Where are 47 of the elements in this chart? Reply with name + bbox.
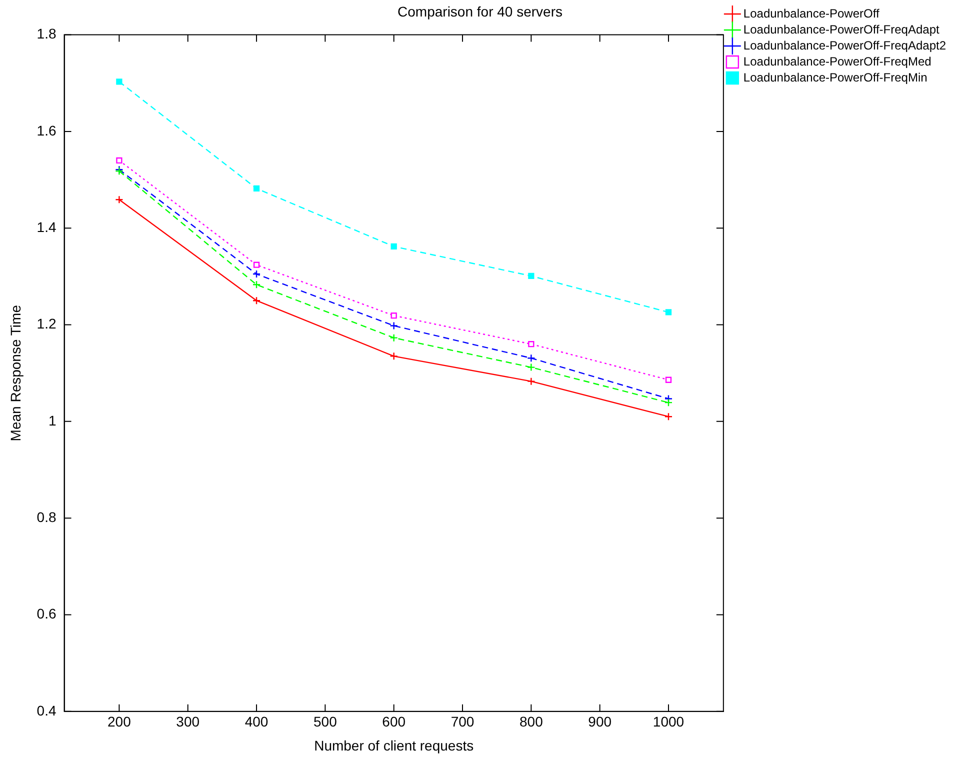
x-tick-label: 900 — [588, 714, 612, 730]
point — [665, 309, 672, 316]
x-tick-label: 700 — [450, 714, 474, 730]
point — [252, 280, 261, 289]
point — [665, 376, 672, 383]
point — [664, 412, 673, 421]
x-tick-label: 600 — [382, 714, 406, 730]
y-axis-title: Mean Response Time — [7, 304, 24, 442]
chart-title: Comparison for 40 servers — [398, 3, 562, 20]
point — [527, 363, 536, 372]
point — [252, 296, 261, 305]
point — [528, 341, 534, 348]
y-tick-label: 1.6 — [36, 122, 56, 138]
legend-label: Loadunbalance-PowerOff-FreqMed — [743, 54, 932, 68]
point — [116, 157, 122, 164]
point — [390, 312, 397, 319]
x-tick-label: 500 — [314, 714, 338, 730]
y-tick-label: 1 — [48, 412, 56, 428]
point — [390, 322, 398, 330]
x-tick-label: 1000 — [652, 714, 684, 730]
y-tick-label: 0.8 — [36, 508, 56, 525]
legend-label: Loadunbalance-PowerOff — [743, 6, 880, 20]
y-tick-label: 0.6 — [36, 606, 56, 622]
x-tick-label: 200 — [108, 714, 132, 730]
x-tick-label: 300 — [176, 714, 200, 730]
x-tick-label: 400 — [244, 714, 268, 730]
point — [390, 243, 397, 250]
point — [116, 78, 122, 85]
legend-label: Loadunbalance-PowerOff-FreqMin — [743, 70, 928, 84]
point — [527, 354, 536, 362]
x-tick-label: 800 — [519, 714, 544, 730]
point — [115, 196, 124, 204]
y-tick-label: 0.4 — [36, 702, 56, 718]
y-tick-label: 1.8 — [36, 26, 56, 42]
point — [253, 185, 260, 192]
point — [252, 270, 261, 278]
legend-label: Loadunbalance-PowerOff-FreqAdapt2 — [743, 38, 946, 52]
point — [664, 398, 673, 407]
point — [253, 262, 260, 268]
point — [390, 352, 398, 360]
x-axis-title: Number of client requests — [314, 737, 474, 754]
y-tick-label: 1.2 — [36, 316, 56, 332]
point — [528, 272, 534, 280]
legend-label: Loadunbalance-PowerOff-FreqAdapt — [743, 22, 940, 36]
point — [527, 377, 536, 386]
y-tick-label: 1.4 — [36, 218, 56, 235]
point — [390, 334, 398, 342]
